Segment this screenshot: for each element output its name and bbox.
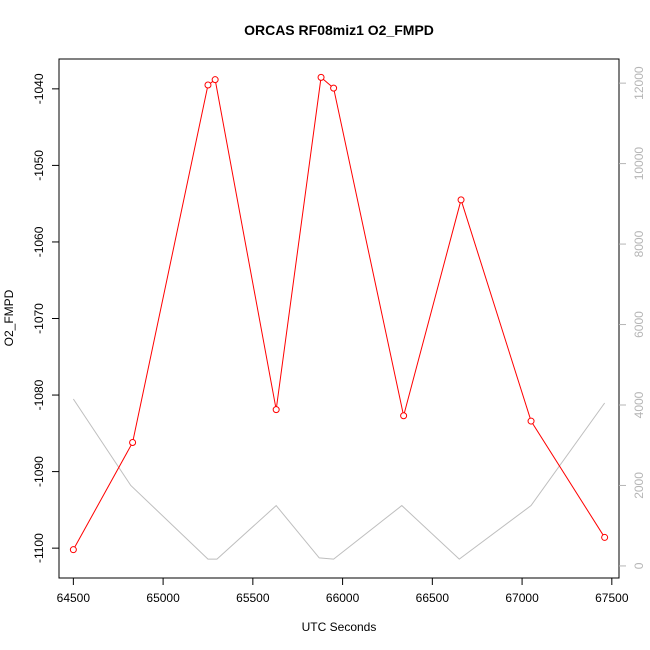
- y-tick-label: -1090: [32, 456, 46, 487]
- data-point: [317, 73, 325, 81]
- data-point: [129, 439, 137, 447]
- data-point: [601, 533, 609, 541]
- y-axis-left: -1100 -1090 -1080 -1070 -1060 -1050 -1040: [32, 73, 59, 563]
- y2-tick-label: 4000: [632, 391, 646, 418]
- x-tick-label: 66500: [416, 591, 450, 605]
- data-point: [272, 406, 280, 414]
- data-point: [457, 196, 465, 204]
- y-tick-label: -1100: [32, 533, 46, 563]
- y-tick-label: -1070: [32, 303, 46, 334]
- data-point: [527, 417, 535, 425]
- series-line-primary: [72, 76, 606, 550]
- y2-tick-label: 8000: [632, 230, 646, 257]
- y2-tick-label: 12000: [632, 66, 646, 100]
- y2-tick-label: 6000: [632, 311, 646, 338]
- data-point: [204, 81, 212, 89]
- chart-title: ORCAS RF08miz1 O2_FMPD: [244, 22, 434, 38]
- y2-tick-label: 2000: [632, 472, 646, 499]
- x-tick-label: 67500: [595, 591, 629, 605]
- data-point: [69, 546, 77, 554]
- y-tick-label: -1080: [32, 379, 46, 410]
- x-axis-label: UTC Seconds: [302, 620, 377, 634]
- data-point: [330, 84, 338, 92]
- x-tick-label: 67000: [505, 591, 539, 605]
- x-tick-label: 66000: [326, 591, 360, 605]
- data-point: [400, 412, 408, 420]
- series-line-secondary: [72, 398, 606, 560]
- x-tick-label: 64500: [57, 591, 91, 605]
- y2-tick-label: 0: [632, 562, 646, 569]
- series-layer: [69, 73, 609, 560]
- x-axis: 64500 65000 65500 66000 66500 67000 67500: [57, 578, 629, 605]
- y-axis-label: O2_FMPD: [2, 289, 16, 346]
- y-tick-label: -1050: [32, 150, 46, 181]
- y2-tick-label: 10000: [632, 147, 646, 181]
- data-point: [211, 76, 219, 84]
- y-axis-right: 0 2000 4000 6000 8000 10000 12000: [619, 66, 646, 569]
- x-tick-label: 65000: [146, 591, 180, 605]
- x-tick-label: 65500: [236, 591, 270, 605]
- y-tick-label: -1040: [32, 73, 46, 104]
- y-tick-label: -1060: [32, 226, 46, 257]
